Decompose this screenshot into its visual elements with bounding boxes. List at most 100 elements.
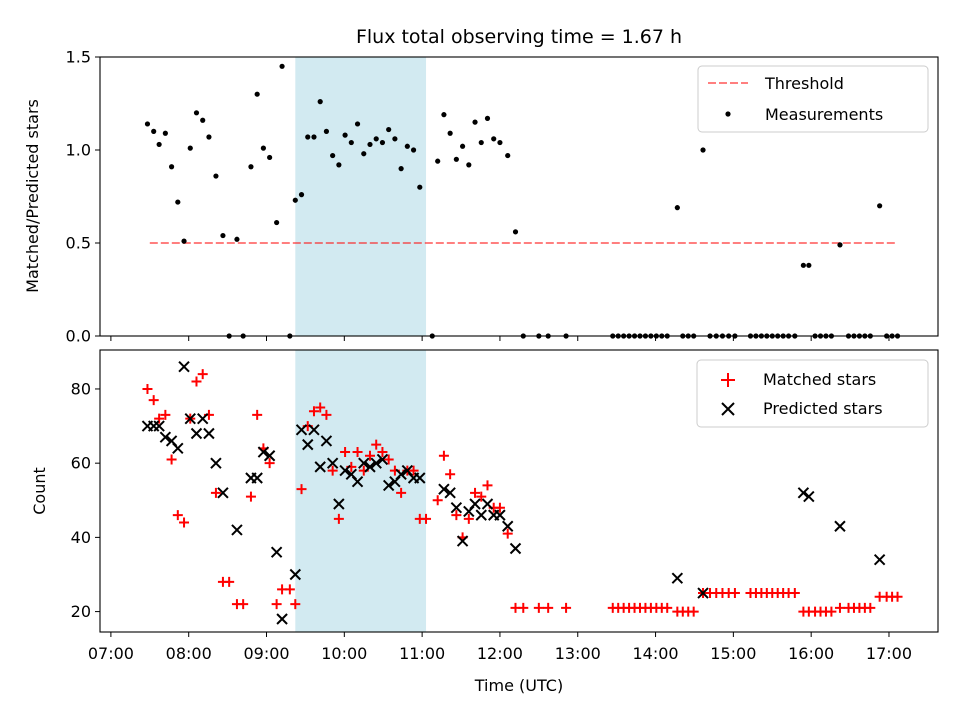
matched-point-17 [252,409,263,420]
matched-point-55 [494,502,505,513]
measurement-point-52 [478,139,484,146]
predicted-point-7 [184,412,196,425]
top-panel: 0.0 0.5 1.0 1.5 Matched/Predicted stars Thr… [23,48,939,346]
matched-point-23 [290,599,301,610]
measurement-point-48 [453,156,459,162]
measurement-point-51 [472,119,478,125]
measurement-point-32 [348,139,354,146]
measurement-point-40 [398,166,404,172]
predicted-point-31 [358,457,370,469]
bottom-y-tick-label-3: 80 [71,379,91,398]
predicted-point-22 [302,438,314,451]
matched-point-47 [445,469,456,480]
measurement-point-35 [367,141,373,148]
matched-point-51 [470,487,481,498]
matched-stars-points [142,369,903,617]
measurement-point-6 [181,238,187,244]
matched-point-53 [482,480,493,491]
predicted-point-28 [339,464,351,477]
predicted-point-2 [153,420,165,432]
matched-point-107 [892,591,903,602]
predicted-point-17 [263,450,276,462]
measurement-point-47 [447,130,453,136]
predicted-point-30 [351,476,364,488]
measurement-point-55 [497,139,503,146]
matched-point-11 [210,487,221,498]
predicted-point-18 [270,546,283,558]
matched-point-60 [543,602,554,613]
x-tick-label-2: 09:00 [243,644,289,663]
matched-point-97 [826,606,837,617]
measurement-point-12 [220,232,226,239]
measurement-point-50 [466,162,472,168]
predicted-point-13 [231,524,243,536]
x-tick-label-8: 15:00 [710,644,756,663]
measurement-point-30 [336,162,342,168]
measurement-point-46 [441,112,447,118]
x-tick-label-0: 07:00 [88,644,134,663]
measurement-point-28 [323,128,330,134]
measurement-point-27 [317,99,323,105]
measurement-point-92 [800,262,806,268]
measurement-point-11 [213,173,219,179]
predicted-point-24 [314,461,326,473]
predicted-point-34 [376,453,389,466]
x-tick-label-7: 14:00 [632,644,678,663]
predicted-point-16 [257,446,270,458]
predicted-point-44 [456,535,469,547]
x-tick-label-3: 10:00 [321,644,367,663]
measurement-point-29 [330,152,336,159]
matched-point-91 [789,588,800,599]
legend-predicted-swatch [721,402,735,416]
predicted-point-50 [494,509,506,521]
bottom-y-tick-label-0: 20 [71,602,91,621]
top-y-axis-label: Matched/Predicted stars [23,99,42,293]
predicted-point-54 [697,587,709,599]
bottom-highlight-span [295,350,427,632]
top-axes-frame [99,56,939,337]
measurement-point-19 [267,154,273,161]
matched-point-50 [463,513,474,524]
matched-point-6 [179,517,190,528]
measurement-point-21 [279,63,285,69]
matched-point-0 [142,383,153,394]
matched-point-98 [834,602,845,613]
measurement-point-33 [354,121,361,127]
bottom-y-ticks: 20 40 60 80 [71,379,100,621]
x-tick-label-9: 16:00 [788,644,834,663]
legend-predicted-label: Predicted stars [763,399,883,418]
x-tick-label-4: 11:00 [399,644,445,663]
bottom-x-ticks: 07:00 08:00 09:00 10:00 11:00 12:00 13:00 14:00… [88,632,912,663]
bottom-legend: Matched stars Predicted stars [696,359,929,428]
matched-point-46 [438,450,449,461]
x-tick-label-10: 17:00 [866,644,912,663]
predicted-point-25 [320,435,333,447]
matched-point-28 [321,409,332,420]
measurement-point-17 [254,91,260,97]
x-axis-label: Time (UTC) [474,676,563,695]
predicted-point-3 [159,431,172,443]
x-tick-label-1: 08:00 [166,644,212,663]
matched-point-58 [518,602,529,613]
predicted-point-8 [190,427,203,440]
matched-point-36 [371,439,382,450]
measurement-point-93 [806,262,812,268]
top-x-ticks [110,336,890,341]
predicted-point-23 [308,424,320,436]
matched-point-20 [271,599,282,610]
bottom-axes-frame [99,349,939,633]
measurement-point-45 [435,158,441,164]
x-tick-label-5: 12:00 [477,644,523,663]
predicted-point-6 [178,360,190,373]
measurement-point-31 [342,132,348,138]
measurement-point-0 [144,121,151,127]
top-y-tick-label-1: 0.5 [66,234,91,253]
predicted-point-11 [210,457,222,469]
predicted-point-21 [295,424,308,436]
predicted-point-27 [333,498,345,510]
measurement-point-4 [168,164,175,170]
measurement-point-14 [234,236,240,242]
predicted-point-33 [370,457,382,469]
matched-point-13 [224,576,235,587]
predicted-point-53 [671,572,684,584]
